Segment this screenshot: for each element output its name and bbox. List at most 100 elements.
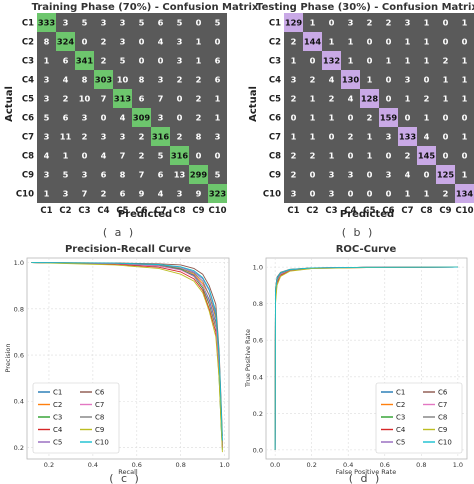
cm-cell-value: 1: [405, 37, 411, 47]
cm-cell-value: 0: [158, 56, 164, 66]
cm-cell-value: 1: [443, 94, 449, 104]
legend-entry: C8: [438, 414, 447, 422]
precision-recall-plot: Precision-Recall Curve 0.2 0.4 0.6 0.8 1.0 0…: [4, 244, 230, 476]
cm-cell-value: 9: [196, 189, 202, 199]
cm-cell-value: 6: [101, 170, 107, 180]
cm-cell-value: 3: [177, 189, 183, 199]
x-tick-label: 0.4: [88, 461, 98, 469]
cm-cell-value: 0: [462, 37, 468, 47]
cm-cell-value: 0: [177, 94, 183, 104]
cm-cell-value: 2: [139, 132, 145, 142]
cm-cell-value: 6: [63, 113, 69, 123]
legend-entry: C9: [438, 426, 447, 434]
cm-x-tick-label: C9: [439, 206, 451, 216]
cm-cell-value: 0: [367, 56, 373, 66]
cm-cell-value: 2: [348, 132, 354, 142]
cm-cell: [398, 13, 417, 32]
cm-cell-value: 130: [342, 75, 360, 85]
cm-diagonal-cell: [37, 13, 56, 32]
cm-cell: [303, 51, 322, 70]
cm-cell: [360, 70, 379, 89]
cm-cell-value: 3: [291, 75, 297, 85]
legend-entry: C8: [95, 414, 104, 422]
cm-cell: [170, 165, 189, 184]
cm-cell-value: 3: [291, 189, 297, 199]
cm-cell-value: 1: [367, 151, 373, 161]
cm-cell: [341, 165, 360, 184]
cm-x-tick-label: C5: [116, 206, 128, 216]
cm-cell-value: 0: [443, 18, 449, 28]
cm-cell: [379, 165, 398, 184]
x-tick-label: 0.6: [380, 461, 390, 469]
cm-cell: [132, 32, 151, 51]
cm-cell: [56, 184, 75, 203]
cm-cell: [417, 13, 436, 32]
cm-cell: [436, 70, 455, 89]
cm-cell-value: 3: [348, 18, 354, 28]
cm-cell-value: 1: [462, 170, 468, 180]
cm-cell-value: 1: [424, 18, 430, 28]
cm-cell-value: 2: [329, 94, 335, 104]
cm-cell: [436, 108, 455, 127]
cm-cell-value: 0: [310, 189, 316, 199]
cm-cell-value: 2: [82, 132, 88, 142]
cm-cell-value: 159: [380, 113, 398, 123]
cm-cell: [208, 108, 227, 127]
curve-c10: [274, 266, 458, 450]
cm-cell: [341, 127, 360, 146]
cm-cell-value: 0: [139, 37, 145, 47]
testing-cm-xlabel: Predicted: [340, 209, 394, 220]
cm-y-tick-label: C5: [269, 95, 281, 105]
cm-cell-value: 11: [60, 132, 72, 142]
cm-cell: [170, 108, 189, 127]
cm-cell: [132, 184, 151, 203]
cm-cell: [436, 184, 455, 203]
cm-cell-value: 0: [139, 56, 145, 66]
cm-cell-value: 1: [196, 56, 202, 66]
cm-cell: [322, 165, 341, 184]
training-cm-title: Training Phase (70%) - Confusion Matrix: [32, 2, 259, 13]
cm-cell-value: 1: [310, 132, 316, 142]
cm-cell-value: 2: [291, 151, 297, 161]
cm-cell: [170, 51, 189, 70]
cm-diagonal-cell: [151, 127, 170, 146]
cm-cell: [132, 70, 151, 89]
cm-cell-value: 0: [101, 113, 107, 123]
cm-cell: [189, 108, 208, 127]
cm-cell-value: 3: [101, 18, 107, 28]
cm-cell: [417, 165, 436, 184]
cm-cell: [189, 70, 208, 89]
cm-cell: [75, 146, 94, 165]
cm-cell: [94, 108, 113, 127]
cm-cell-value: 0: [386, 151, 392, 161]
cm-cell: [322, 13, 341, 32]
cm-cell-value: 0: [462, 113, 468, 123]
cm-cell-value: 0: [424, 75, 430, 85]
legend-entry: C4: [53, 426, 63, 434]
cm-cell-value: 2: [310, 151, 316, 161]
cm-cell-value: 1: [291, 56, 297, 66]
cm-cell-value: 2: [424, 94, 430, 104]
cm-cell: [303, 146, 322, 165]
cm-cell: [151, 146, 170, 165]
x-tick-label: 0.8: [416, 461, 426, 469]
cm-cell-value: 324: [57, 37, 75, 47]
cm-cell: [56, 165, 75, 184]
legend-entry: C3: [396, 414, 405, 422]
cm-cell-value: 125: [437, 170, 455, 180]
cm-cell-value: 3: [329, 170, 335, 180]
cm-cell: [75, 32, 94, 51]
cm-cell-value: 3: [101, 132, 107, 142]
legend-box: [375, 382, 463, 454]
cm-cell-value: 5: [82, 18, 88, 28]
cm-cell-value: 8: [82, 75, 88, 85]
cm-cell: [436, 89, 455, 108]
cm-cell: [94, 89, 113, 108]
cm-cell-value: 3: [386, 170, 392, 180]
cm-cell: [284, 32, 303, 51]
cm-diagonal-cell: [303, 32, 322, 51]
cm-cell: [417, 32, 436, 51]
cm-cell: [322, 184, 341, 203]
y-tick-label: 0.4: [14, 398, 24, 406]
cm-cell-value: 3: [63, 18, 69, 28]
